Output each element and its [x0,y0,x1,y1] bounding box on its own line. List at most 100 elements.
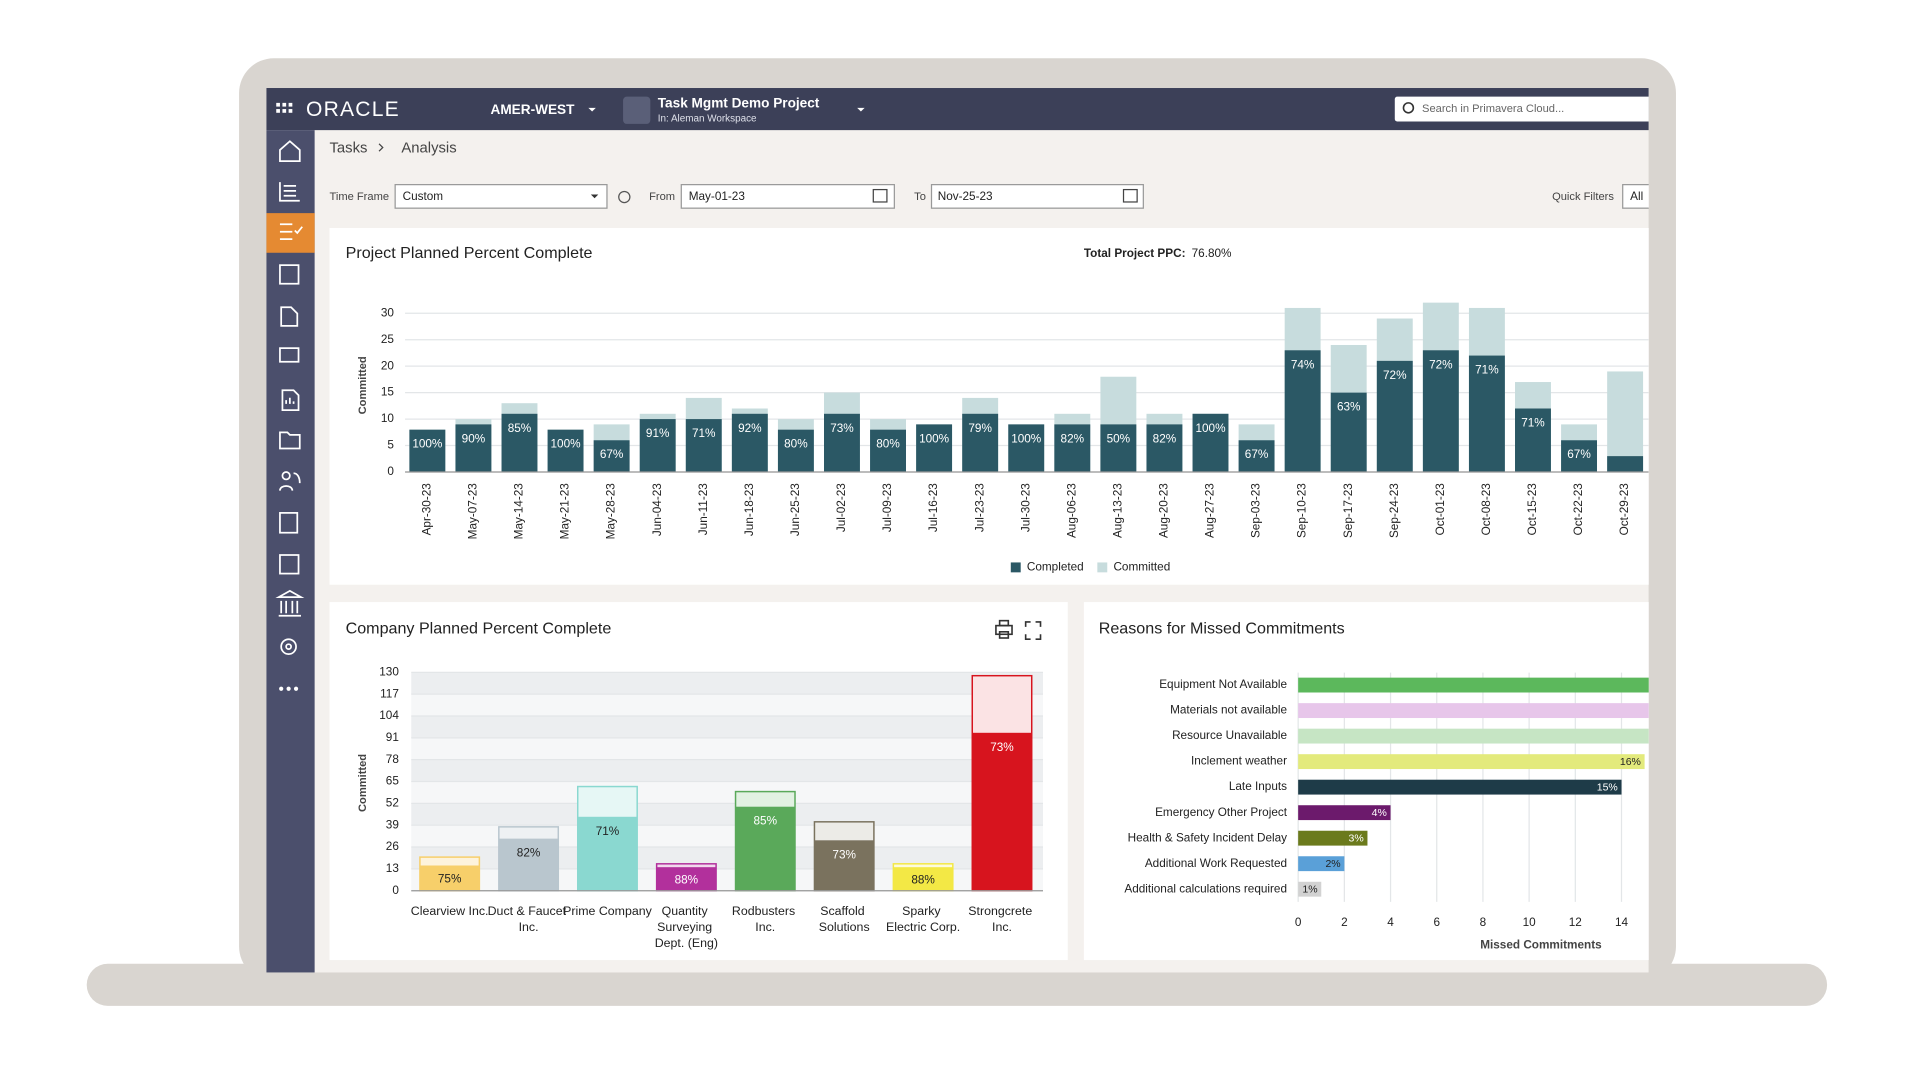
y-tick-label: 65 [386,775,400,788]
completed-bar [547,429,584,473]
to-input[interactable] [930,184,1144,209]
grid-band [411,737,1043,760]
y-tick-label: 20 [381,359,395,372]
more-icon[interactable] [279,686,299,691]
y-tick-label: Additional calculations required [1124,882,1287,895]
legend-label: Completed [1027,561,1084,574]
bar-label: 63% [1337,401,1361,414]
x-tick-label: 6 [1433,916,1440,929]
completed-bar [1561,440,1598,473]
completed-bar [916,424,953,473]
summary-label: Total Project PPC: [1084,247,1186,260]
x-tick-label: Oct-22-23 [1572,483,1585,536]
x-tick-label: Clearview Inc. [411,904,489,918]
bar-label: 82% [1153,432,1177,445]
x-tick-label: Scaffold Solutions [819,904,870,934]
quick-filters-select[interactable] [1622,184,1673,209]
x-tick-label: Sep-17-23 [1342,483,1355,538]
grid-band [411,868,1043,891]
bar-label: 16% [1620,756,1641,768]
bar-label: 71% [692,427,716,440]
filter-label: Time Frame [329,191,389,203]
x-tick-label: Prime Company [563,904,653,918]
completed-bar [870,429,906,473]
x-tick-label: 12 [1569,916,1582,929]
breadcrumb-link[interactable]: Tasks [329,141,367,157]
completed-bar [824,413,860,473]
bar [1298,856,1345,872]
y-tick-label: 30 [381,306,395,319]
to-value: Nov-25-23 [938,190,993,203]
committed-bar [1607,371,1644,473]
fullscreen-icon[interactable] [1024,621,1042,641]
completed-bar [962,413,999,473]
apps-icon[interactable] [276,102,293,113]
y-tick-label: 25 [381,333,395,346]
completed-bar [1422,350,1459,473]
completed-bar [593,440,630,473]
bar-label: 1% [1302,884,1317,896]
bar [1298,805,1391,821]
completed-bar [1607,456,1644,473]
x-tick-label: 8 [1480,916,1487,929]
bar-label: 3% [1349,833,1364,845]
y-tick-label: 13 [386,862,400,875]
bar-label: 92% [738,422,762,435]
x-tick-label: 10 [1523,916,1537,929]
calendar-icon[interactable] [1122,188,1138,203]
calendar-icon[interactable] [872,188,888,203]
bar-label: 100% [551,438,582,451]
help-icon[interactable] [618,190,631,204]
bar-label: 88% [675,873,699,886]
x-tick-label: Sparky Electric Corp. [886,904,960,934]
x-tick-label: Jun-25-23 [789,483,802,536]
region-menu[interactable]: AMER-WEST [491,102,576,117]
grid-band [411,672,1043,695]
x-tick-label: Jul-23-23 [973,483,986,532]
completed-bar [1054,424,1091,473]
bar-label: 82% [1061,432,1085,445]
x-tick-label: 2 [1341,916,1348,929]
y-tick-label: Emergency Other Project [1155,806,1288,819]
y-tick-label: 78 [386,753,400,766]
y-tick-label: 10 [381,412,395,425]
completed-bar [777,429,814,473]
x-tick-label: Duct & Faucet Inc. [488,904,570,934]
search-box[interactable] [1394,96,1655,122]
x-tick-label: Jul-16-23 [927,483,940,532]
bar-label: 88% [911,873,935,886]
x-tick-label: 0 [1295,916,1302,929]
panel-title: Project Planned Percent Complete [346,244,593,262]
completed-bar [639,419,676,473]
filter-label: To [914,191,926,203]
x-tick-label: Jun-18-23 [743,483,756,536]
y-axis-title: Committed [357,754,369,812]
project-icon [623,96,651,124]
x-tick-label: Sep-10-23 [1296,483,1309,538]
from-input[interactable] [680,184,895,209]
completed-bar [893,867,953,891]
sidebar-icons[interactable] [275,140,305,655]
project-name[interactable]: Task Mgmt Demo Project [658,96,820,111]
completed-bar [498,838,559,891]
x-tick-label: Jul-30-23 [1019,483,1032,532]
grid-band [411,694,1043,717]
x-tick-label: May-28-23 [605,483,618,540]
completed-bar [972,732,1032,891]
x-tick-label: Oct-29-23 [1618,483,1631,536]
bar [1298,881,1322,897]
x-tick-label: Oct-15-23 [1526,483,1539,536]
completed-bar [1146,424,1183,473]
y-tick-label: Equipment Not Available [1159,678,1287,691]
completed-bar [577,816,638,891]
from-value: May-01-23 [689,190,746,203]
charts: 051015202530Committed100%Apr-30-2390%May… [357,302,1649,951]
bar-label: 73% [990,741,1014,754]
x-tick-label: Aug-06-23 [1065,483,1078,538]
print-icon[interactable] [995,619,1013,639]
time-frame-select[interactable] [394,184,608,209]
bar [1298,728,1649,744]
completed-bar [685,419,722,473]
x-tick-label: Aug-27-23 [1204,483,1217,538]
